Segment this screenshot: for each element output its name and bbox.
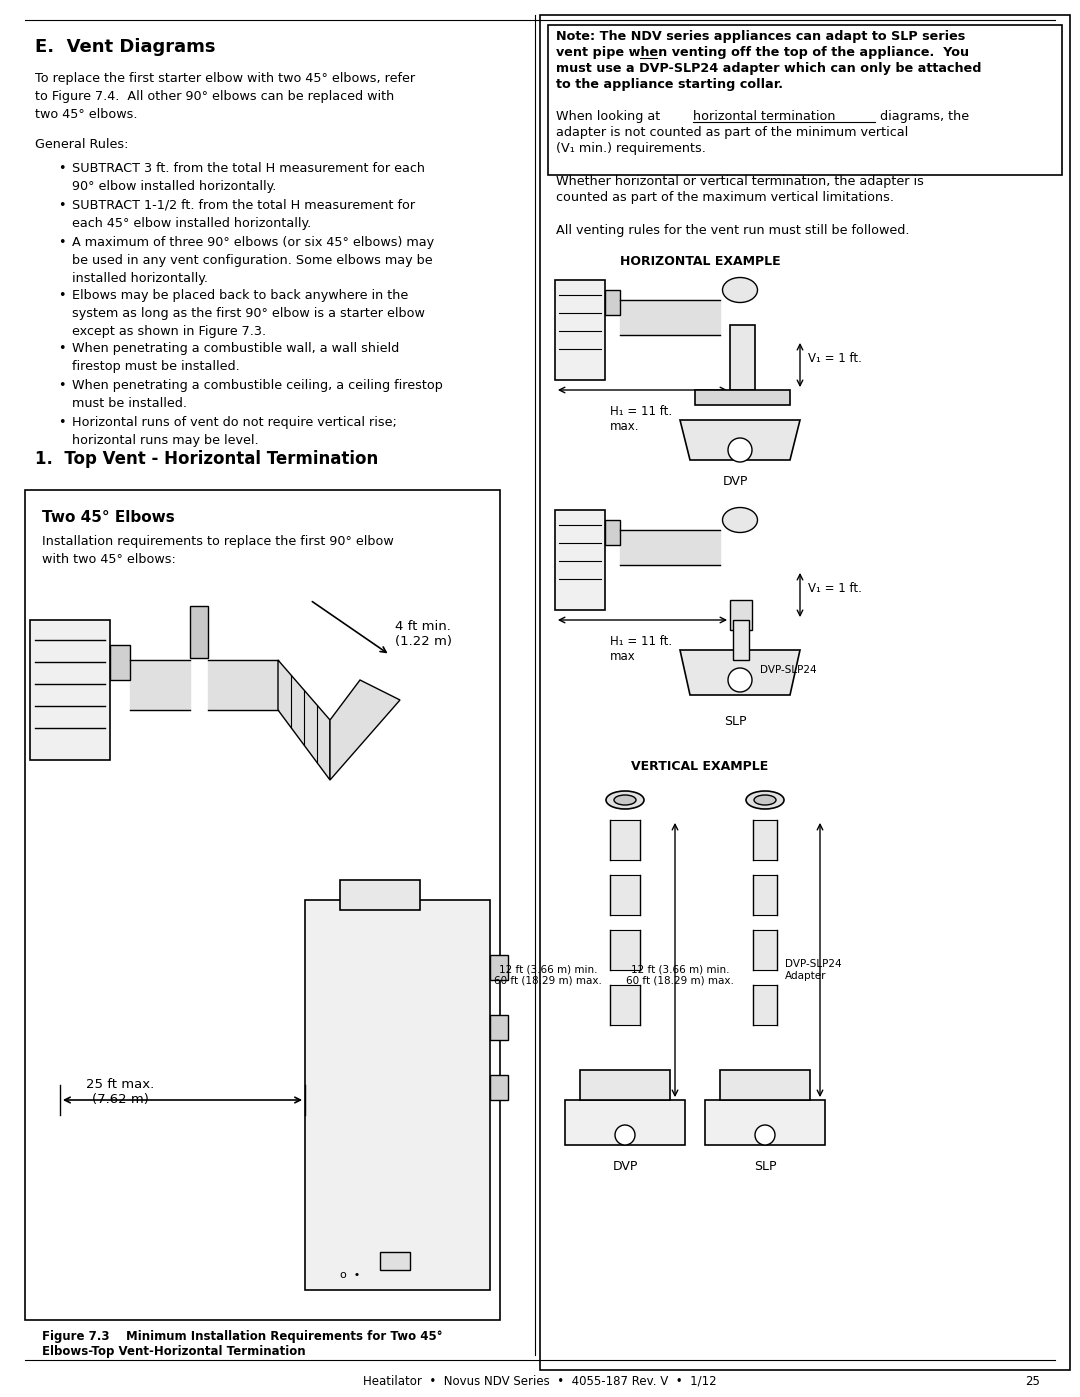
Text: •: • [58,342,66,355]
Text: DVP-SLP24: DVP-SLP24 [760,665,816,675]
Bar [190,606,208,658]
Text: •: • [58,236,66,249]
Text: Elbows may be placed back to back anywhere in the
system as long as the first 90: Elbows may be placed back to back anywhe… [72,289,424,338]
Ellipse shape [606,791,644,809]
Polygon shape [680,420,800,460]
Circle shape [728,439,752,462]
Bar [305,900,490,1289]
Circle shape [615,1125,635,1146]
Text: H₁ = 11 ft.
max.: H₁ = 11 ft. max. [610,405,672,433]
Bar [555,279,605,380]
Text: •: • [58,416,66,429]
Text: Figure 7.3    Minimum Installation Requirements for Two 45°
Elbows-Top Vent-Hori: Figure 7.3 Minimum Installation Requirem… [42,1330,443,1358]
Bar [605,291,620,314]
Bar [490,1076,508,1099]
Text: •: • [58,162,66,175]
Text: HORIZONTAL EXAMPLE: HORIZONTAL EXAMPLE [620,256,781,268]
Text: Installation requirements to replace the first 90° elbow
with two 45° elbows:: Installation requirements to replace the… [42,535,394,566]
Bar [110,645,130,680]
Text: SLP: SLP [724,715,746,728]
Ellipse shape [754,795,777,805]
Bar [705,1099,825,1146]
Circle shape [755,1125,775,1146]
Bar [25,490,500,1320]
Bar [580,1070,670,1099]
Text: diagrams, the: diagrams, the [876,110,969,123]
Text: V₁ = 1 ft.: V₁ = 1 ft. [808,581,862,595]
Bar [30,620,110,760]
Text: (V₁ min.) requirements.: (V₁ min.) requirements. [556,142,706,155]
Text: 25 ft max.
(7.62 m): 25 ft max. (7.62 m) [86,1078,154,1106]
Bar [555,510,605,610]
Text: When penetrating a combustible ceiling, a ceiling firestop
must be installed.: When penetrating a combustible ceiling, … [72,379,443,409]
Text: DVP: DVP [723,475,747,488]
Text: Two 45° Elbows: Two 45° Elbows [42,510,175,525]
Text: When looking at: When looking at [556,110,664,123]
Bar [490,1016,508,1039]
Text: General Rules:: General Rules: [35,138,129,151]
Text: V₁ = 1 ft.: V₁ = 1 ft. [808,352,862,365]
Polygon shape [278,659,330,780]
Text: When penetrating a combustible wall, a wall shield
firestop must be installed.: When penetrating a combustible wall, a w… [72,342,400,373]
Ellipse shape [723,507,757,532]
Bar [720,1070,810,1099]
Polygon shape [330,680,400,780]
Text: 12 ft (3.66 m) min.
60 ft (18.29 m) max.: 12 ft (3.66 m) min. 60 ft (18.29 m) max. [494,964,602,986]
Bar [340,880,420,909]
Text: horizontal termination: horizontal termination [693,110,836,123]
Bar [730,599,752,630]
Text: Whether horizontal or vertical termination, the adapter is: Whether horizontal or vertical terminati… [556,175,923,189]
Text: o  •: o • [340,1270,361,1280]
Ellipse shape [746,791,784,809]
Text: A maximum of three 90° elbows (or six 45° elbows) may
be used in any vent config: A maximum of three 90° elbows (or six 45… [72,236,434,285]
Bar [380,1252,410,1270]
Text: DVP-SLP24
Adapter: DVP-SLP24 Adapter [785,960,841,981]
Text: VERTICAL EXAMPLE: VERTICAL EXAMPLE [632,760,769,773]
Text: Horizontal runs of vent do not require vertical rise;
horizontal runs may be lev: Horizontal runs of vent do not require v… [72,416,396,447]
Circle shape [728,668,752,692]
Text: SLP: SLP [754,1160,777,1173]
Text: vent pipe when venting off the top of the appliance.  You: vent pipe when venting off the top of th… [556,46,969,59]
Text: adapter is not counted as part of the minimum vertical: adapter is not counted as part of the mi… [556,126,908,138]
Ellipse shape [615,795,636,805]
Text: to the appliance starting collar.: to the appliance starting collar. [556,78,783,91]
Bar [730,326,755,390]
Bar [696,390,789,405]
Text: All venting rules for the vent run must still be followed.: All venting rules for the vent run must … [556,224,909,237]
Bar [490,956,508,981]
Text: Heatilator  •  Novus NDV Series  •  4055-187 Rev. V  •  1/12: Heatilator • Novus NDV Series • 4055-187… [363,1375,717,1389]
Text: E.  Vent Diagrams: E. Vent Diagrams [35,38,216,56]
Text: •: • [58,379,66,393]
Text: 1.  Top Vent - Horizontal Termination: 1. Top Vent - Horizontal Termination [35,450,378,468]
Bar [605,520,620,545]
Text: DVP: DVP [612,1160,637,1173]
Bar [733,620,750,659]
Bar [548,25,1062,175]
Text: Note: The NDV series appliances can adapt to SLP series: Note: The NDV series appliances can adap… [556,29,966,43]
Text: 12 ft (3.66 m) min.
60 ft (18.29 m) max.: 12 ft (3.66 m) min. 60 ft (18.29 m) max. [626,964,734,986]
Text: SUBTRACT 3 ft. from the total H measurement for each
90° elbow installed horizon: SUBTRACT 3 ft. from the total H measurem… [72,162,426,193]
Text: SUBTRACT 1-1/2 ft. from the total H measurement for
each 45° elbow installed hor: SUBTRACT 1-1/2 ft. from the total H meas… [72,198,415,231]
Text: 4 ft min.
(1.22 m): 4 ft min. (1.22 m) [395,620,453,648]
Bar [540,15,1070,1370]
Ellipse shape [723,278,757,303]
Text: counted as part of the maximum vertical limitations.: counted as part of the maximum vertical … [556,191,894,204]
Text: H₁ = 11 ft.
max: H₁ = 11 ft. max [610,636,672,664]
Text: must use a DVP-SLP24 adapter which can only be attached: must use a DVP-SLP24 adapter which can o… [556,61,982,75]
Bar [565,1099,685,1146]
Text: •: • [58,198,66,212]
Polygon shape [680,650,800,694]
Text: •: • [58,289,66,302]
Text: To replace the first starter elbow with two 45° elbows, refer
to Figure 7.4.  Al: To replace the first starter elbow with … [35,73,415,122]
Text: 25: 25 [1025,1375,1040,1389]
